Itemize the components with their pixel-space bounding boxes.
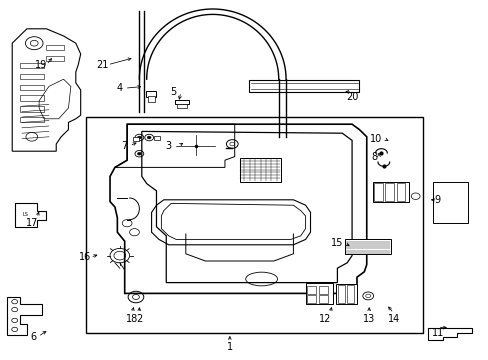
Text: 14: 14 [386,314,399,324]
Bar [20,106,44,112]
Text: 19: 19 [35,60,48,70]
Text: 4: 4 [117,83,122,93]
Text: 15: 15 [330,238,343,248]
Text: 16: 16 [79,252,92,262]
Text: 9: 9 [434,195,440,205]
Circle shape [137,152,141,155]
Text: 20: 20 [345,92,358,102]
Bar [249,80,359,92]
Bar [177,104,186,108]
Bar [20,85,44,90]
Bar [20,95,44,101]
Bar [336,284,356,304]
Text: 12: 12 [318,314,331,324]
Bar [344,239,390,254]
Text: 3: 3 [165,141,171,151]
Text: 6: 6 [30,332,36,342]
Text: 17: 17 [25,218,38,228]
Bar [385,183,393,201]
Text: 2: 2 [136,314,142,324]
Bar [85,117,422,333]
Bar [20,63,44,68]
Bar [337,285,344,303]
Bar [373,183,382,201]
Bar [154,136,160,140]
Bar [175,100,188,104]
Bar [372,182,408,202]
Text: 5: 5 [170,87,176,97]
Bar [20,117,44,122]
Bar [147,96,154,102]
Text: 13: 13 [362,314,375,324]
Bar [306,295,316,303]
Bar [20,74,44,79]
Bar [145,91,156,97]
Text: 8: 8 [370,152,376,162]
Circle shape [137,136,141,139]
Text: 18: 18 [125,314,138,324]
Text: 10: 10 [369,134,382,144]
Bar [306,286,316,294]
Bar [239,158,281,182]
Bar [432,182,467,223]
Circle shape [147,136,151,139]
Bar [133,137,139,141]
Bar [318,286,327,294]
Text: LS: LS [22,212,28,217]
Bar [46,56,63,61]
Bar [305,283,332,304]
Text: 7: 7 [122,141,127,151]
Text: 1: 1 [226,342,232,352]
Text: 11: 11 [430,328,443,338]
Bar [396,183,405,201]
Text: 21: 21 [96,60,109,70]
Bar [346,285,353,303]
Bar [46,45,63,50]
Bar [318,295,327,303]
